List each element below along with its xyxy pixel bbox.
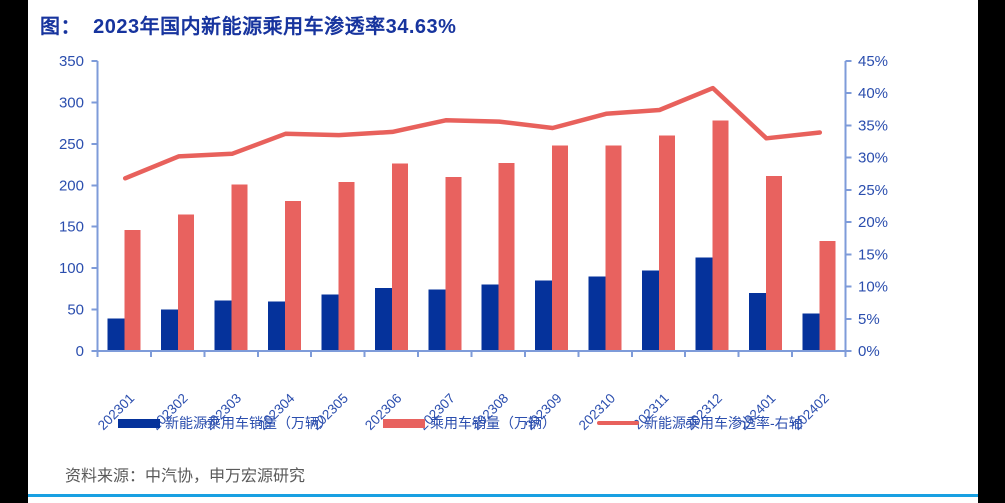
bottom-divider bbox=[28, 494, 978, 497]
legend-item-pv-sales: 乘用车销量（万辆） bbox=[383, 414, 556, 432]
right-tick-label: 10% bbox=[858, 279, 888, 296]
bar-pv bbox=[819, 240, 836, 351]
bar-pv bbox=[659, 135, 675, 351]
bar-pv bbox=[285, 201, 301, 351]
right-tick-label: 35% bbox=[858, 117, 888, 134]
nev-bar-swatch-icon bbox=[118, 418, 160, 428]
bar-pv bbox=[391, 163, 408, 351]
bar-nev bbox=[107, 318, 125, 351]
bar-pv bbox=[178, 214, 195, 351]
bar-pv bbox=[498, 162, 515, 351]
right-black-strip bbox=[978, 0, 1005, 503]
right-tick-label: 25% bbox=[858, 182, 888, 199]
bar-pv bbox=[445, 177, 462, 351]
right-tick-label: 30% bbox=[858, 150, 888, 167]
bar-nev bbox=[161, 309, 179, 351]
right-axis-labels: 0% 5% 10% 15% 20% 25% 30% 35% 40% 45% bbox=[858, 53, 888, 360]
right-tick-label: 20% bbox=[858, 214, 888, 231]
bar-nev bbox=[588, 276, 606, 351]
bar-nev bbox=[321, 294, 339, 351]
bar-nev bbox=[481, 284, 499, 351]
bar-nev bbox=[374, 288, 392, 351]
bar-pv bbox=[765, 176, 782, 351]
right-tick-label: 5% bbox=[858, 311, 880, 328]
left-axis-labels: 0 50 100 150 200 250 300 350 bbox=[59, 53, 84, 360]
source-note: 资料来源：中汽协，申万宏源研究 bbox=[65, 468, 306, 485]
legend-label: 新能源乘用车渗透率-右轴 bbox=[644, 415, 803, 431]
left-tick-label: 100 bbox=[59, 260, 84, 277]
left-tick-label: 150 bbox=[59, 219, 84, 236]
left-tick-label: 250 bbox=[59, 136, 84, 153]
legend-label: 新能源乘用车销量（万辆） bbox=[165, 415, 333, 431]
left-tick-label: 200 bbox=[59, 177, 84, 194]
penetration-line bbox=[122, 85, 823, 181]
bar-nev bbox=[642, 270, 659, 351]
bar-nev bbox=[802, 313, 820, 351]
bar-nev bbox=[428, 289, 446, 351]
pv-bar-swatch-icon bbox=[383, 418, 425, 428]
right-tick-label: 40% bbox=[858, 85, 888, 102]
bar-pv bbox=[552, 145, 569, 351]
bar-pv bbox=[605, 145, 622, 351]
bar-pv bbox=[712, 120, 729, 351]
bar-pv bbox=[338, 182, 355, 351]
bar-nev bbox=[748, 293, 766, 351]
chart-title: 图： 2023年国内新能源乘用车渗透率34.63% bbox=[40, 16, 457, 38]
penetration-line-swatch-icon bbox=[597, 421, 639, 425]
bar-nev bbox=[695, 257, 713, 351]
left-tick-label: 300 bbox=[59, 94, 84, 111]
bar-nev bbox=[268, 301, 285, 351]
right-tick-label: 15% bbox=[858, 246, 888, 263]
right-tick-label: 0% bbox=[858, 343, 880, 360]
left-tick-label: 50 bbox=[67, 302, 84, 319]
left-tick-label: 0 bbox=[76, 343, 84, 360]
left-tick-label: 350 bbox=[59, 53, 84, 70]
legend-item-nev-sales: 新能源乘用车销量（万辆） bbox=[118, 414, 333, 432]
axes bbox=[91, 60, 852, 357]
bar-nev bbox=[535, 280, 553, 351]
left-black-strip bbox=[0, 0, 28, 503]
bar-pv bbox=[231, 184, 248, 351]
bar-pv bbox=[124, 230, 141, 351]
right-tick-label: 45% bbox=[858, 53, 888, 70]
legend-label: 乘用车销量（万辆） bbox=[430, 415, 556, 431]
legend-item-penetration: 新能源乘用车渗透率-右轴 bbox=[597, 414, 803, 432]
bar-nev bbox=[214, 300, 232, 351]
